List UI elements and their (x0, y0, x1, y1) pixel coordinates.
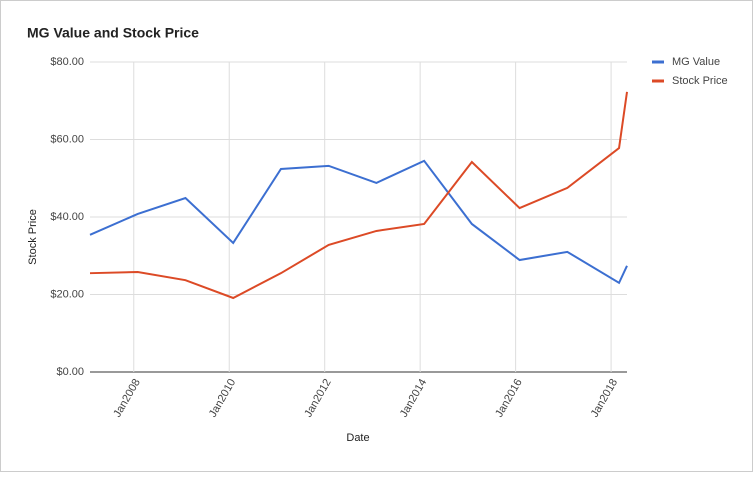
chart-title: MG Value and Stock Price (27, 25, 199, 41)
series-line (89, 159, 628, 285)
y-tick-label: $40.00 (50, 211, 84, 223)
legend-label: MG Value (672, 56, 720, 68)
x-axis-label: Date (346, 432, 369, 444)
legend-swatch (652, 79, 664, 83)
y-tick-label: $20.00 (50, 288, 84, 300)
y-tick-label: $80.00 (50, 56, 84, 68)
legend-label: Stock Price (672, 75, 728, 87)
y-tick-label: $0.00 (56, 366, 84, 378)
y-tick-label: $60.00 (50, 133, 84, 145)
series-line (89, 91, 628, 300)
legend-swatch (652, 60, 664, 64)
y-axis-label: Stock Price (27, 209, 39, 265)
